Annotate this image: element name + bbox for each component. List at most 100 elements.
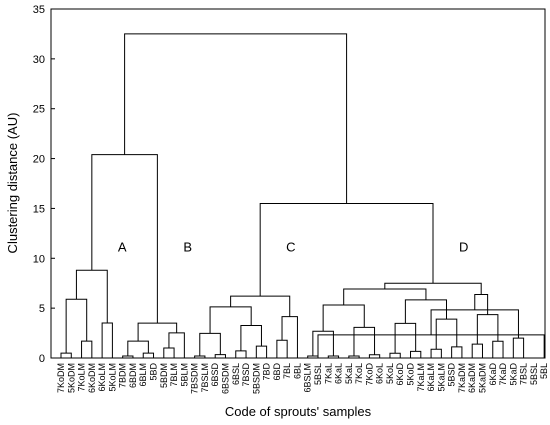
leaf-label: 5KaDM	[477, 363, 487, 393]
leaf-label: 5BLM	[179, 363, 189, 387]
leaf-label: 6KaL	[334, 363, 344, 384]
dendrogram-link	[137, 322, 178, 342]
dendrogram-link	[348, 355, 360, 358]
y-tick-label: 35	[33, 4, 45, 16]
dendrogram-link	[343, 288, 427, 305]
dendrogram-link	[353, 326, 376, 357]
leaf-label: 7KaDM	[457, 363, 467, 393]
dendrogram-link	[435, 318, 458, 350]
leaf-label: 7BDM	[118, 363, 128, 388]
dendrogram-link	[101, 322, 113, 358]
leaf-label: 5KoL	[385, 363, 395, 384]
leaf-label: 7KaL	[323, 363, 333, 384]
dendrogram-link	[394, 322, 417, 354]
cluster-label: A	[118, 239, 127, 254]
dendrogram-link	[404, 299, 447, 324]
leaf-label: 5BD	[149, 363, 159, 381]
dendrogram-link	[474, 294, 489, 315]
leaf-label: 7BSDM	[190, 363, 200, 394]
dendrogram-link	[492, 340, 504, 358]
dendrogram-link	[255, 345, 268, 358]
dendrogram-link	[142, 352, 155, 358]
leaf-label: 5KaLM	[436, 363, 446, 392]
dendrogram-link	[512, 337, 525, 358]
leaf-label: 6KoD	[395, 363, 405, 386]
leaf-label: 7BD	[262, 363, 272, 381]
cluster-label: D	[459, 239, 468, 254]
leaf-label: 7BL	[282, 363, 292, 379]
leaf-labels: 7KoDM 5KoDM 7KoLM 6KoDM 6KoLM 5KoLM 7BDM 6BDM 6B…	[56, 363, 549, 395]
leaf-label: 6KoDM	[87, 363, 97, 393]
leaf-label: 6BSLM	[303, 363, 313, 393]
leaf-label: 5BSD	[447, 363, 457, 387]
cluster-label: C	[286, 239, 295, 254]
dendrogram-link	[430, 309, 519, 339]
leaf-label: 5BL	[539, 363, 549, 379]
leaf-label: 6BLM	[138, 363, 148, 387]
dendrogram-link	[281, 316, 298, 358]
leaf-label: 5KoD	[406, 363, 416, 386]
leaf-label: 5BSDM	[251, 363, 261, 394]
dendrogram-tree	[60, 33, 545, 358]
leaf-label: 6KaLM	[426, 363, 436, 392]
dendrogram-link	[235, 350, 247, 358]
y-tick-label: 25	[33, 104, 45, 116]
dendrogram-link	[168, 332, 185, 358]
leaf-label: 7KoLM	[77, 363, 87, 392]
dendrogram-link	[389, 352, 401, 358]
dendrogram-link	[410, 350, 422, 358]
leaf-label: 6BSL	[231, 363, 241, 385]
leaf-label: 5KaL	[344, 363, 354, 384]
leaf-label: 6BSDM	[220, 363, 230, 394]
y-axis-ticks: 0 5 10 15 20 25 30 35	[33, 4, 55, 365]
leaf-label: 6BDM	[128, 363, 138, 388]
dendrogram-link	[127, 340, 149, 357]
dendrogram-link	[476, 314, 499, 345]
leaf-label: 5BSL	[529, 363, 539, 385]
dendrogram-link	[65, 298, 88, 354]
x-axis-title: Code of sprouts' samples	[225, 404, 372, 419]
leaf-label: 6KoLM	[97, 363, 107, 392]
leaf-label: 5KoDM	[66, 363, 76, 393]
dendrogram-link	[60, 352, 72, 358]
dendrogram-link	[327, 355, 340, 358]
dendrogram-link	[199, 332, 221, 357]
dendrogram-link	[163, 347, 175, 358]
leaf-label: 6BD	[272, 363, 282, 381]
dendrogram-link	[368, 354, 381, 358]
cluster-labels: A B C D	[118, 239, 469, 254]
dendrogram-link	[194, 355, 206, 358]
leaf-label: 6BL	[292, 363, 302, 379]
leaf-label: 7KoD	[364, 363, 374, 386]
dendrogram-link	[240, 324, 262, 351]
cluster-label: B	[183, 239, 192, 254]
leaf-label: 7KaLM	[416, 363, 426, 392]
y-tick-label: 30	[33, 54, 45, 66]
dendrogram-link	[259, 202, 434, 297]
leaf-label: 7KoL	[354, 363, 364, 384]
y-tick-label: 20	[33, 154, 45, 166]
leaf-label: 6KoL	[375, 363, 385, 384]
leaf-label: 7BSLM	[200, 363, 210, 393]
y-axis-title: Clustering distance (AU)	[5, 113, 20, 254]
y-tick-label: 5	[39, 303, 45, 315]
y-tick-label: 15	[33, 203, 45, 215]
leaf-label: 7KaD	[498, 363, 508, 386]
plot-frame	[50, 8, 546, 359]
dendrogram-link	[322, 304, 365, 332]
leaf-label: 5KoLM	[107, 363, 117, 392]
y-tick-label: 10	[33, 253, 45, 265]
dendrogram-link	[81, 340, 93, 358]
dendrogram-link	[209, 306, 252, 334]
leaf-label: 6BSD	[210, 363, 220, 387]
leaf-label: 6KaD	[488, 363, 498, 386]
dendrogram-link	[471, 343, 483, 358]
leaf-label: 6KaDM	[467, 363, 477, 393]
dendrogram-link	[122, 355, 134, 358]
dendrogram-link	[317, 334, 545, 358]
dendrogram-link	[451, 346, 463, 358]
leaf-label: 5KaD	[508, 363, 518, 386]
leaf-label: 7BLM	[169, 363, 179, 387]
dendrogram-link	[124, 33, 348, 204]
